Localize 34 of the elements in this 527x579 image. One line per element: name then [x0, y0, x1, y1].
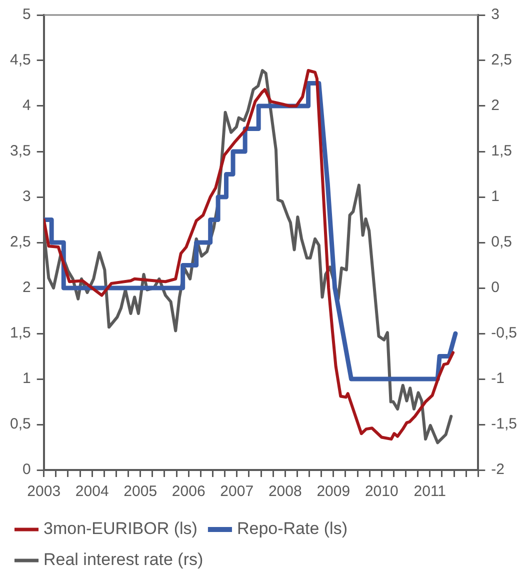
y2-tick-label: -1	[491, 370, 504, 388]
y-tick-label: 5	[22, 6, 31, 24]
y2-tick-label: -2	[491, 461, 504, 478]
y2-tick-label: -1,5	[491, 416, 518, 433]
legend-label: Repo-Rate (ls)	[236, 519, 348, 538]
y-tick-label: 1,5	[10, 324, 31, 342]
x-tick-label: 2004	[75, 483, 109, 500]
y-tick-label: 3	[22, 188, 31, 206]
x-tick-label: 2008	[268, 483, 302, 500]
y-tick-label: 4	[22, 97, 31, 114]
legend-label: Real interest rate (rs)	[44, 550, 204, 570]
x-tick-label: 2010	[364, 483, 398, 500]
y2-tick-label: 0,5	[491, 234, 512, 251]
y-tick-label: 0	[22, 461, 31, 478]
y-tick-label: 0,5	[10, 416, 31, 433]
x-tick-label: 2011	[414, 483, 446, 500]
y2-tick-label: 0	[491, 279, 500, 296]
x-tick-label: 2006	[172, 483, 206, 500]
y-tick-label: 2	[22, 279, 31, 296]
legend-label: 3mon-EURIBOR (ls)	[44, 519, 198, 538]
y2-tick-label: 1	[491, 188, 500, 206]
y2-tick-label: 2	[491, 97, 500, 114]
x-tick-label: 2009	[316, 483, 350, 500]
y-tick-label: 4,5	[10, 52, 31, 69]
y2-tick-label: 1,5	[491, 142, 512, 160]
y-tick-label: 1	[22, 370, 31, 388]
y-tick-label: 2,5	[10, 234, 31, 251]
y2-tick-label: 2,5	[491, 52, 512, 69]
y-tick-label: 3,5	[10, 142, 31, 160]
y2-tick-label: -0,5	[491, 324, 518, 342]
x-tick-label: 2007	[220, 483, 254, 500]
x-tick-label: 2005	[124, 483, 158, 500]
x-tick-label: 2003	[27, 483, 61, 500]
y2-tick-label: 3	[491, 6, 500, 24]
